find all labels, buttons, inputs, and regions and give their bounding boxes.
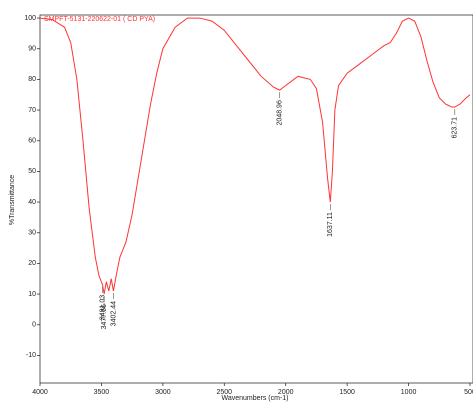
y-tick-label: 70 <box>28 107 36 114</box>
x-tick-label: 3500 <box>94 389 110 396</box>
plot-frame <box>39 14 473 384</box>
y-tick-label: 30 <box>28 230 36 237</box>
y-tick-label: 10 <box>28 291 36 298</box>
y-tick-label: 20 <box>28 260 36 267</box>
x-tick-label: 2000 <box>278 389 294 396</box>
y-tick-label: 90 <box>28 46 36 53</box>
y-tick-label: -10 <box>26 352 36 359</box>
x-axis-label: Wavenumbers (cm-1) <box>221 395 288 402</box>
y-tick-label: 60 <box>28 138 36 145</box>
y-tick-label: 0 <box>32 322 36 329</box>
x-tick-label: 2500 <box>216 389 232 396</box>
peak-label: 2048.96 <box>277 100 284 125</box>
peak-label: 623.71 <box>452 117 459 139</box>
peak-label: 3477.66 <box>101 304 108 329</box>
y-tick-label: 100 <box>24 15 36 22</box>
chart-title: SMPFT-5131-220622-01 ( CD PYA) <box>44 16 155 23</box>
spectrum-line <box>39 17 471 295</box>
y-tick-label: 50 <box>28 168 36 175</box>
x-tick-label: 4000 <box>32 389 48 396</box>
x-tick-label: 1000 <box>401 389 417 396</box>
x-tick-label: 500 <box>464 389 473 396</box>
peak-label: 1637.11 <box>327 212 334 237</box>
x-tick-label: 3000 <box>155 389 171 396</box>
y-tick-label: 40 <box>28 199 36 206</box>
peak-label: 3491.03 <box>99 295 106 320</box>
x-tick-label: 1500 <box>339 389 355 396</box>
y-tick-label: 80 <box>28 76 36 83</box>
peak-label: 3402.44 <box>110 301 117 326</box>
y-axis-label: %Transmittance <box>9 175 16 225</box>
